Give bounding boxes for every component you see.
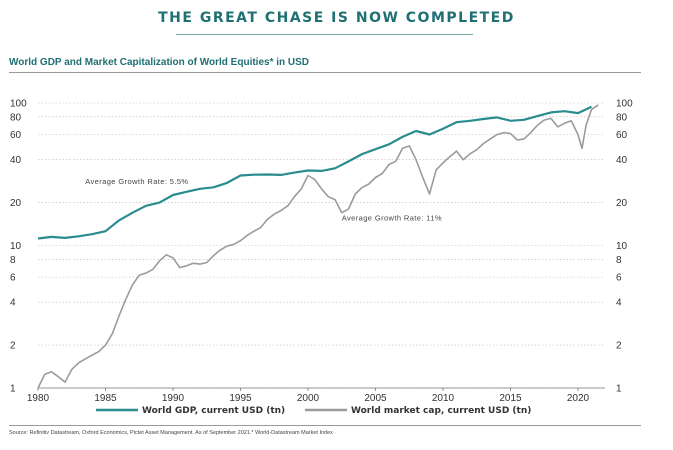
series-lines: [37, 104, 599, 389]
y-tick-right-1: 1: [616, 384, 622, 395]
y-tick-left-10: 10: [10, 241, 22, 252]
y-tick-right-40: 40: [616, 155, 628, 166]
x-axis: 1980 1985 1990 1995 2000 2005 2010 2015 2020: [27, 387, 605, 404]
y-axis-left: 1 2 4 6 8 10 20 40 60 80 100: [10, 99, 27, 395]
x-tick-1985: 1985: [94, 393, 117, 404]
y-tick-right-4: 4: [616, 298, 622, 309]
source-note: Source: Refinitiv Datastream, Oxford Eco…: [9, 430, 333, 436]
gridlines: [38, 102, 605, 389]
x-tick-2000: 2000: [297, 393, 320, 404]
legend-label-1: World GDP, current USD (tn): [142, 406, 285, 416]
y-tick-right-10: 10: [616, 241, 628, 252]
series-line-market-cap: [37, 104, 599, 389]
annotation-2: Average Growth Rate: 11%: [342, 213, 442, 222]
annotation-1: Average Growth Rate: 5.5%: [85, 177, 188, 186]
y-axis-right: 1 2 4 6 8 10 20 40 60 80 100: [616, 99, 633, 395]
y-tick-left-80: 80: [10, 112, 22, 123]
y-tick-right-20: 20: [616, 198, 628, 209]
x-tick-2005: 2005: [364, 393, 387, 404]
y-tick-left-4: 4: [10, 298, 16, 309]
y-tick-right-8: 8: [616, 255, 622, 266]
legend: World GDP, current USD (tn) World market …: [96, 406, 531, 416]
y-tick-right-60: 60: [616, 130, 628, 141]
y-tick-right-2: 2: [616, 341, 622, 352]
x-tick-2015: 2015: [499, 393, 522, 404]
annotations: Average Growth Rate: 5.5% Average Growth …: [85, 177, 442, 222]
x-tick-2020: 2020: [567, 393, 590, 404]
y-tick-left-6: 6: [10, 273, 16, 284]
y-tick-left-8: 8: [10, 255, 16, 266]
y-tick-left-100: 100: [10, 99, 27, 110]
y-tick-right-80: 80: [616, 112, 628, 123]
headline-underline: [176, 34, 473, 35]
y-tick-left-40: 40: [10, 155, 22, 166]
x-tick-1995: 1995: [229, 393, 252, 404]
y-tick-left-60: 60: [10, 130, 22, 141]
series-line-gdp: [37, 105, 592, 240]
x-tick-1990: 1990: [162, 393, 185, 404]
y-tick-left-1: 1: [10, 384, 16, 395]
y-tick-right-6: 6: [616, 273, 622, 284]
x-tick-2010: 2010: [432, 393, 455, 404]
x-tick-1980: 1980: [27, 393, 50, 404]
legend-label-2: World market cap, current USD (tn): [351, 406, 531, 416]
y-tick-right-100: 100: [616, 99, 633, 110]
chart-subtitle: World GDP and Market Capitalization of W…: [9, 57, 310, 68]
y-tick-left-20: 20: [10, 198, 22, 209]
footer-divider: [9, 425, 641, 426]
headline: THE GREAT CHASE IS NOW COMPLETED: [158, 10, 515, 26]
y-tick-left-2: 2: [10, 341, 16, 352]
subtitle-divider: [9, 72, 641, 73]
